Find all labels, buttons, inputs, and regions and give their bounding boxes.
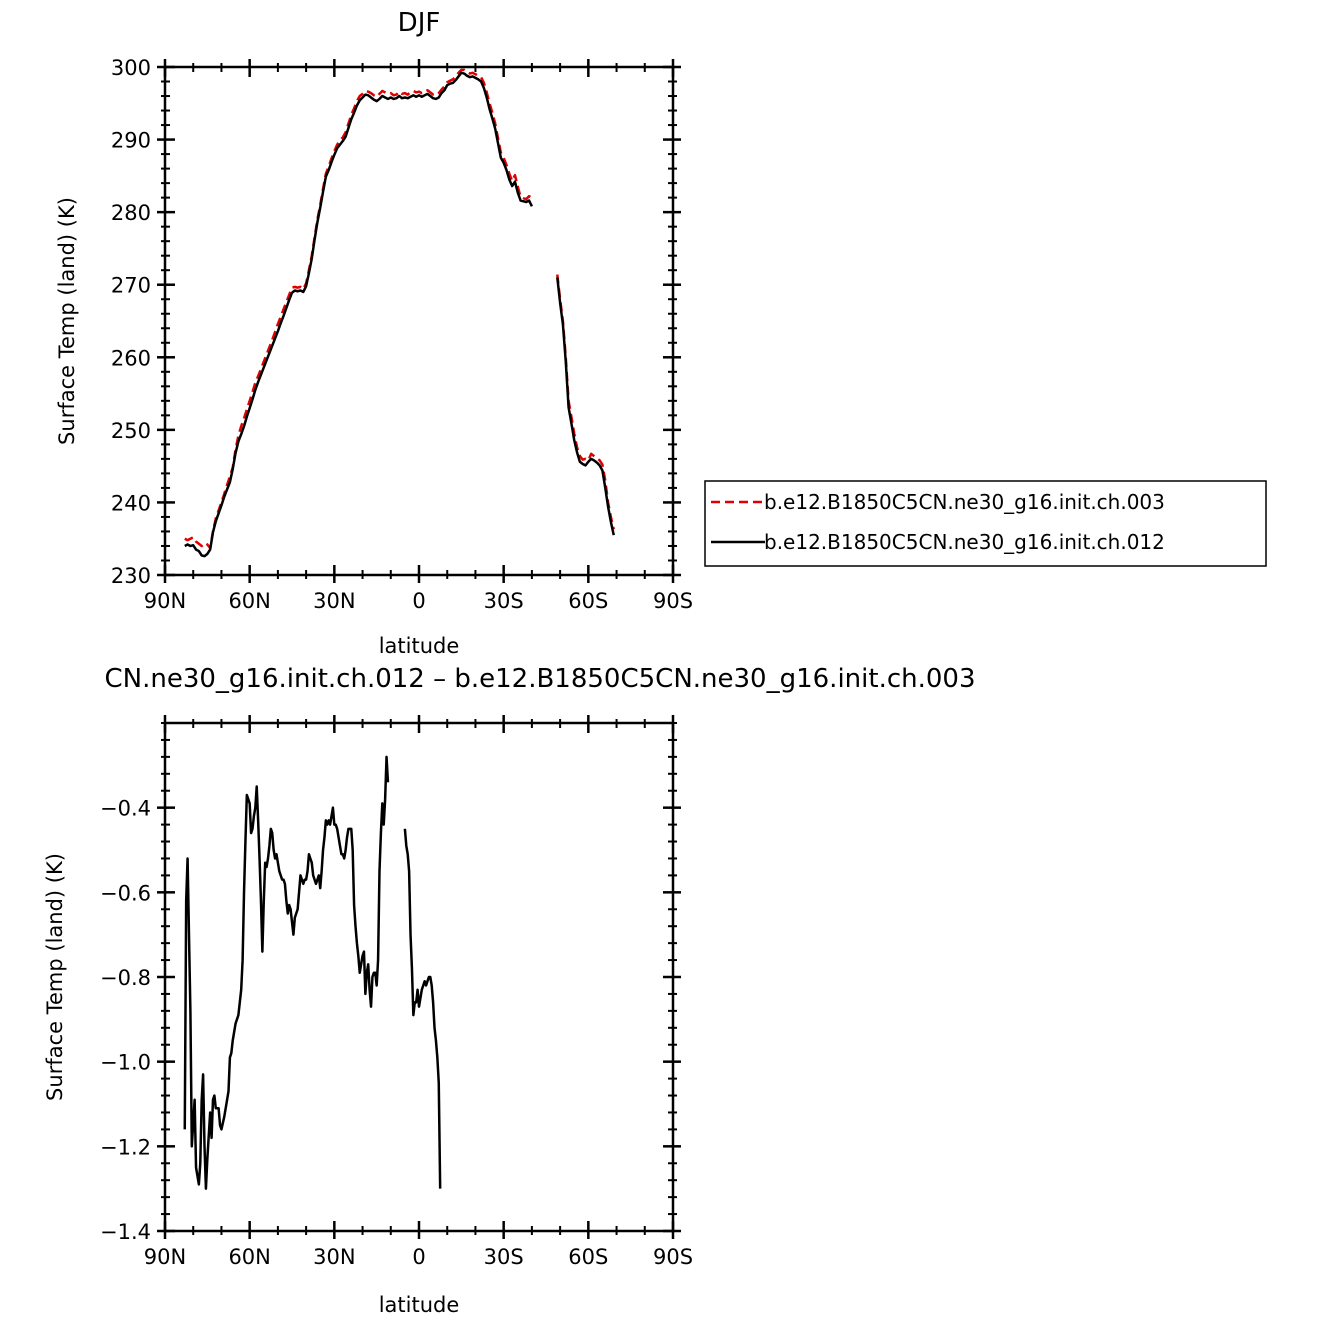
bottom-y-tick-label-3: −0.8 — [100, 966, 151, 990]
top-y-tick-label-0: 230 — [111, 564, 151, 588]
top-plot-frame — [163, 65, 675, 577]
bottom-y-tick-label-4: −0.6 — [100, 881, 151, 905]
top-x-tick-label-2: 30N — [313, 589, 355, 613]
top-y-tick-label-7: 300 — [111, 56, 151, 80]
top-series-1-line-segment-1 — [556, 277, 615, 536]
top-y-tick-label-1: 240 — [111, 491, 151, 515]
top-chart-title: DJF — [398, 8, 441, 38]
bottom-x-tick-label-4: 30S — [484, 1245, 524, 1269]
top-x-tick-label-5: 60S — [568, 589, 608, 613]
legend: b.e12.B1850C5CN.ne30_g16.init.ch.003 b.e… — [704, 480, 1267, 567]
legend-label-003: b.e12.B1850C5CN.ne30_g16.init.ch.003 — [764, 490, 1165, 514]
bottom-y-axis-label: Surface Temp (land) (K) — [43, 853, 67, 1101]
bottom-y-tick-label-2: −1.0 — [100, 1051, 151, 1075]
top-x-tick-label-0: 90N — [144, 589, 186, 613]
bottom-y-tick-label-1: −1.2 — [100, 1135, 151, 1159]
top-y-tick-label-5: 280 — [111, 201, 151, 225]
bottom-x-ticks: 90N 60N 30N 0 30S 60S 90S — [144, 715, 693, 1269]
legend-label-012: b.e12.B1850C5CN.ne30_g16.init.ch.012 — [764, 530, 1165, 554]
bottom-x-tick-label-1: 60N — [228, 1245, 270, 1269]
bottom-chart-title: CN.ne30_g16.init.ch.012 – b.e12.B1850C5C… — [105, 664, 976, 694]
bottom-panel: CN.ne30_g16.init.ch.012 – b.e12.B1850C5C… — [43, 664, 976, 1317]
bottom-x-tick-label-5: 60S — [568, 1245, 608, 1269]
top-y-tick-label-3: 260 — [111, 346, 151, 370]
bottom-y-tick-label-5: −0.4 — [100, 797, 151, 821]
top-y-tick-label-6: 290 — [111, 129, 151, 153]
top-x-axis-label: latitude — [379, 634, 460, 658]
top-y-ticks: 230 240 250 260 270 280 290 300 — [111, 56, 681, 588]
top-y-tick-label-4: 270 — [111, 274, 151, 298]
top-series-0-line-segment-0 — [184, 68, 533, 550]
bottom-x-tick-label-3: 0 — [412, 1245, 425, 1269]
bottom-series-0-line-segment-0 — [183, 755, 390, 1190]
bottom-series-0-line-segment-1 — [403, 828, 442, 1189]
top-plot-area — [184, 68, 615, 558]
bottom-x-tick-label-0: 90N — [144, 1245, 186, 1269]
top-series-1-line-segment-0 — [184, 71, 534, 558]
bottom-x-tick-label-2: 30N — [313, 1245, 355, 1269]
top-x-tick-label-1: 60N — [228, 589, 270, 613]
top-x-ticks: 90N 60N 30N 0 30S 60S 90S — [144, 59, 693, 613]
bottom-y-ticks: −1.4 −1.2 −1.0 −0.8 −0.6 −0.4 — [100, 722, 681, 1244]
bottom-plot-area — [183, 755, 442, 1190]
top-x-tick-label-4: 30S — [484, 589, 524, 613]
top-x-tick-label-3: 0 — [412, 589, 425, 613]
legend-box — [704, 480, 1267, 567]
bottom-x-axis-label: latitude — [379, 1293, 460, 1317]
bottom-x-tick-label-6: 90S — [653, 1245, 693, 1269]
top-y-tick-label-2: 250 — [111, 419, 151, 443]
top-panel: DJF latitude Surface Temp (land) (K) 90N… — [55, 8, 693, 658]
top-y-axis-label: Surface Temp (land) (K) — [55, 197, 79, 445]
top-x-tick-label-6: 90S — [653, 589, 693, 613]
bottom-y-tick-label-0: −1.4 — [100, 1220, 151, 1244]
